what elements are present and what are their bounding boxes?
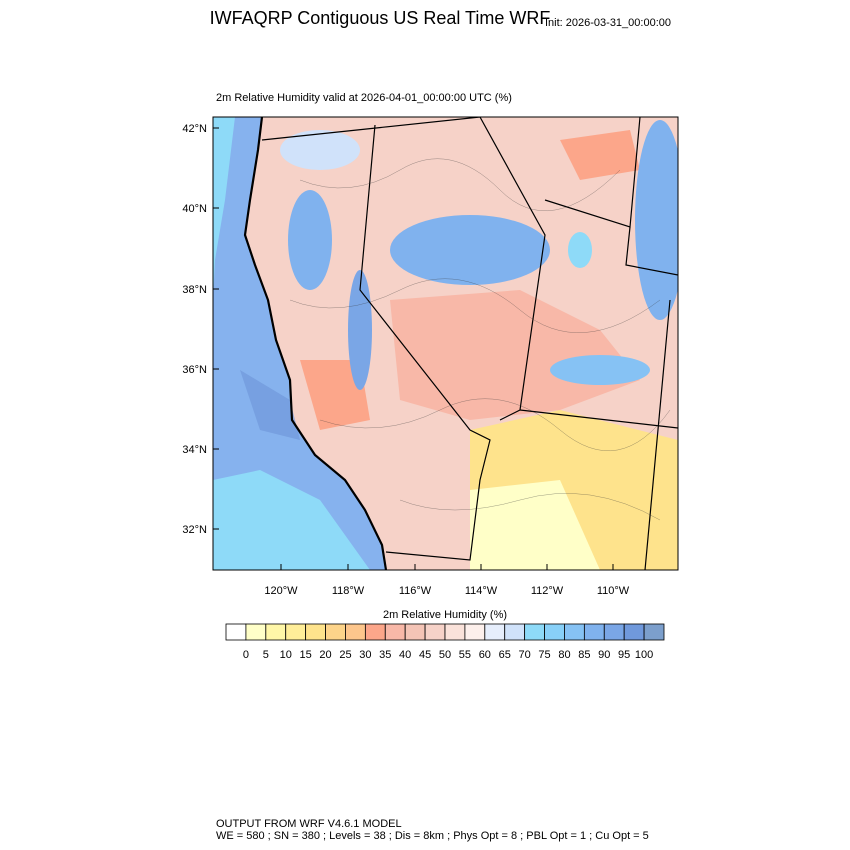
lon-label: 112°W	[531, 585, 564, 597]
lat-label: 32°N	[182, 524, 207, 536]
mid-region	[390, 290, 640, 420]
ocean-nearshore	[213, 117, 235, 300]
lon-label: 114°W	[465, 585, 498, 597]
colorbar-label: 5	[263, 649, 269, 661]
colorbar-box	[424, 623, 446, 641]
colorbar-label: 35	[379, 649, 391, 661]
lon-label: 118°W	[332, 585, 365, 597]
ocean-patch	[240, 370, 300, 440]
colorbar-box	[504, 623, 526, 641]
footer-line: OUTPUT FROM WRF V4.6.1 MODEL	[216, 818, 402, 830]
contours	[289, 158, 671, 521]
colorbar-label: 95	[618, 649, 630, 661]
valley-region	[300, 360, 370, 430]
colorbar-box	[444, 623, 466, 641]
moist-area	[348, 270, 372, 390]
colorbar-box	[623, 623, 645, 641]
colorbar-box	[583, 623, 605, 641]
colorbar-label: 15	[300, 649, 312, 661]
colorbar-label: 30	[359, 649, 371, 661]
colorbar-box	[364, 623, 386, 641]
colorbar-box	[544, 623, 565, 641]
boundaries	[243, 117, 678, 570]
colorbar-label: 20	[319, 649, 331, 661]
colorbar-box	[643, 623, 665, 641]
colorbar-label: 65	[499, 649, 511, 661]
ocean-south	[213, 470, 370, 570]
colorbar-label: 100	[635, 649, 653, 661]
colorbar-title: 2m Relative Humidity (%)	[383, 609, 507, 621]
map	[213, 117, 678, 570]
colorbar-box	[345, 623, 366, 641]
colorbar-label: 10	[280, 649, 292, 661]
moist-area	[390, 215, 550, 285]
colorbar-box	[325, 623, 346, 641]
colorbar-label: 80	[558, 649, 570, 661]
very-dry-region	[470, 480, 600, 570]
moist-area	[288, 190, 332, 290]
colorbar-box	[464, 623, 486, 641]
colorbar-box	[564, 623, 585, 641]
colorbar-label: 55	[459, 649, 471, 661]
colorbar-label: 0	[243, 649, 249, 661]
colorbar-box	[603, 623, 625, 641]
lon-label: 116°W	[399, 585, 432, 597]
lon-label: 110°W	[597, 585, 630, 597]
moist-area	[635, 120, 678, 320]
colorbar-label: 85	[578, 649, 590, 661]
north-dry	[560, 130, 640, 180]
colorbar-label: 70	[519, 649, 531, 661]
colorbar-box	[524, 623, 545, 641]
colorbar-label: 75	[538, 649, 550, 661]
colorbar-label: 90	[598, 649, 610, 661]
map-frame	[212, 116, 679, 571]
colorbar-box	[484, 623, 506, 641]
colorbar-label: 25	[339, 649, 351, 661]
title: IWFAQRP Contiguous US Real Time WRF	[210, 8, 551, 28]
colorbar-box	[305, 623, 326, 641]
lat-label: 42°N	[182, 123, 207, 135]
colorbar-label: 40	[399, 649, 411, 661]
colorbar-box	[404, 623, 426, 641]
subtitle: 2m Relative Humidity valid at 2026-04-01…	[216, 92, 512, 104]
moist-area	[550, 355, 650, 385]
lat-label: 34°N	[182, 444, 207, 456]
lake	[568, 232, 592, 268]
colorbar-label: 45	[419, 649, 431, 661]
ocean	[213, 117, 386, 570]
lon-label: 120°W	[264, 585, 298, 597]
lat-label: 36°N	[182, 364, 207, 376]
footer-line: WE = 580 ; SN = 380 ; Levels = 38 ; Dis …	[216, 830, 649, 842]
colorbar-box	[225, 623, 247, 641]
colorbar-label: 60	[479, 649, 491, 661]
colorbar-box	[384, 623, 406, 641]
moist-area	[280, 130, 360, 170]
colorbar-box	[285, 623, 307, 641]
lat-label: 38°N	[182, 284, 207, 296]
lat-label: 40°N	[182, 203, 207, 215]
colorbar-box	[265, 623, 287, 641]
colorbar-label: 50	[439, 649, 451, 661]
init-time: Init: 2026-03-31_00:00:00	[545, 17, 671, 29]
colorbar-box	[245, 623, 267, 641]
